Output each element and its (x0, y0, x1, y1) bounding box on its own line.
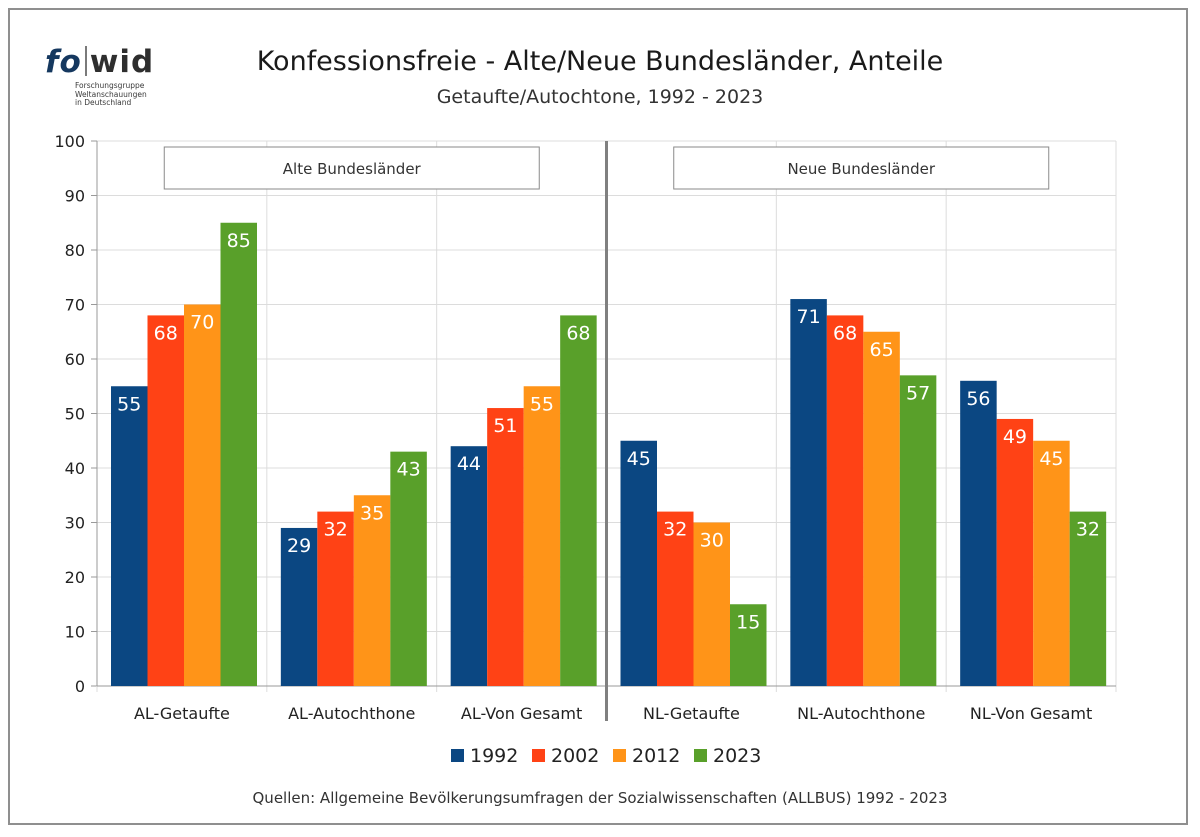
data-label: 70 (190, 312, 214, 334)
category-label: NL-Getaufte (643, 704, 740, 723)
category-label: AL-Von Gesamt (461, 704, 582, 723)
bar (790, 299, 827, 686)
bar (317, 511, 354, 686)
data-label: 35 (360, 502, 384, 524)
bar (1069, 511, 1107, 686)
legend-label: 1992 (470, 745, 518, 767)
bar (450, 446, 488, 686)
panel-label: Alte Bundesländer (283, 160, 422, 178)
bar (353, 495, 391, 686)
chart-subtitle: Getaufte/Autochtone, 1992 - 2023 (436, 86, 764, 108)
data-label: 32 (1076, 519, 1100, 541)
data-label: 65 (869, 339, 893, 361)
bar (996, 418, 1034, 686)
data-label: 45 (627, 448, 651, 470)
fowid-logo: fo wid Forschungsgruppe Weltanschauungen … (45, 44, 185, 114)
logo-subtitle: Forschungsgruppe Weltanschauungen in Deu… (75, 81, 147, 107)
legend-swatch (532, 749, 545, 762)
category-label: NL-Autochthone (797, 704, 925, 723)
legend-label: 2023 (713, 745, 761, 767)
bar (184, 304, 221, 686)
data-label: 49 (1003, 426, 1027, 448)
y-tick-label: 10 (65, 623, 85, 642)
bar (111, 386, 148, 686)
legend-swatch (694, 749, 707, 762)
data-label: 68 (154, 322, 178, 344)
bar (730, 604, 767, 686)
logo-wordmark: fo wid (45, 44, 155, 80)
data-label: 30 (700, 530, 724, 552)
bar (899, 375, 937, 686)
category-label: AL-Getaufte (134, 704, 230, 723)
bar (280, 527, 318, 686)
bar (826, 315, 864, 686)
legend-swatch (613, 749, 626, 762)
data-label: 55 (530, 393, 554, 415)
source-note: Quellen: Allgemeine Bevölkerungsumfragen… (252, 789, 948, 807)
data-label: 29 (287, 535, 311, 557)
bar (620, 440, 657, 686)
category-label: AL-Autochthone (288, 704, 415, 723)
bar (560, 315, 597, 686)
data-label: 56 (966, 388, 990, 410)
bar (657, 511, 694, 686)
bar (863, 331, 900, 686)
data-label: 32 (323, 519, 347, 541)
bar (523, 386, 561, 686)
y-tick-label: 70 (65, 296, 85, 315)
y-tick-label: 60 (65, 350, 85, 369)
legend-swatch (451, 749, 464, 762)
bar (1033, 440, 1070, 686)
bar (487, 408, 524, 686)
bar (220, 222, 257, 686)
y-tick-label: 40 (65, 459, 85, 478)
bar (147, 315, 184, 686)
data-label: 85 (227, 230, 251, 252)
bar (693, 522, 730, 686)
y-tick-label: 20 (65, 568, 85, 587)
data-label: 44 (457, 453, 481, 475)
y-tick-label: 0 (75, 677, 85, 696)
y-tick-label: 90 (65, 187, 85, 206)
y-tick-label: 80 (65, 241, 85, 260)
data-label: 57 (906, 382, 930, 404)
panel-label: Neue Bundesländer (787, 160, 935, 178)
y-tick-label: 100 (54, 132, 85, 151)
data-label: 32 (663, 519, 687, 541)
data-label: 45 (1039, 448, 1063, 470)
data-label: 51 (493, 415, 517, 437)
panel-label-box (163, 146, 540, 190)
data-label: 55 (117, 393, 141, 415)
data-label: 68 (566, 322, 590, 344)
panel-label-box (673, 146, 1050, 190)
data-label: 68 (833, 322, 857, 344)
y-tick-label: 30 (65, 514, 85, 533)
y-tick-label: 50 (65, 405, 85, 424)
data-label: 43 (396, 459, 420, 481)
bar (390, 451, 427, 686)
bar (960, 380, 997, 686)
legend-label: 2002 (551, 745, 599, 767)
data-label: 15 (736, 611, 760, 633)
legend-label: 2012 (632, 745, 680, 767)
chart-title: Konfessionsfreie - Alte/Neue Bundeslände… (256, 46, 944, 77)
category-label: NL-Von Gesamt (970, 704, 1092, 723)
data-label: 71 (796, 306, 820, 328)
